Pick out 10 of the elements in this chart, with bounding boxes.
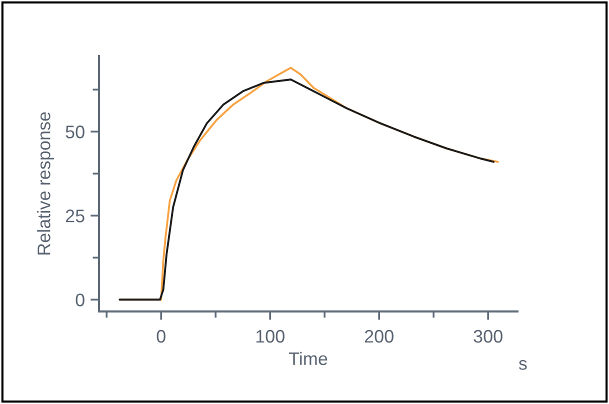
x-tick-label: 0 <box>156 330 166 343</box>
x-tick-label: 200 <box>364 330 394 343</box>
y-axis-title: Relative response <box>37 112 54 254</box>
y-tick-label: 25 <box>66 210 84 222</box>
y-tick-label: 50 <box>66 126 84 138</box>
text: s <box>518 360 527 370</box>
x-axis-title: Time <box>288 352 328 366</box>
y-tick-label: 0 <box>76 294 84 306</box>
x-tick-label: 100 <box>256 330 284 343</box>
x-tick-label: 300 <box>474 330 502 343</box>
